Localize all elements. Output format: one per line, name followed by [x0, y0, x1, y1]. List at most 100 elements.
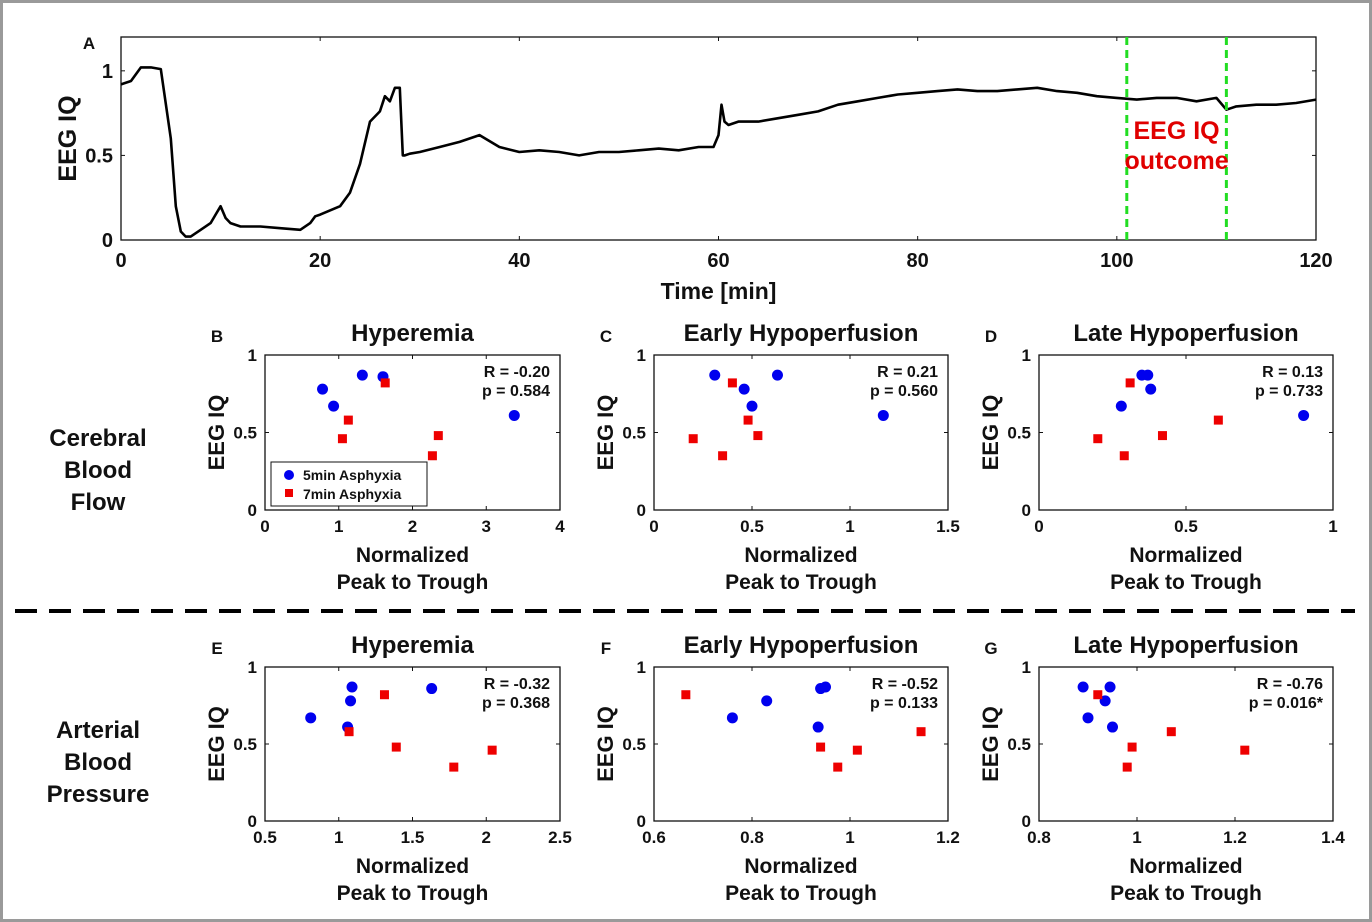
panel-g-stats-r: R = -0.76 [1257, 676, 1323, 693]
panel-b-xtick-label: 2 [408, 517, 417, 536]
panel-c-ytick-label: 1 [637, 346, 646, 365]
panel-c-point-7min [727, 378, 737, 388]
panel-f-ytick-label: 0 [637, 812, 646, 831]
panel-e-stats-r: R = -0.32 [484, 676, 550, 693]
row-label-abp-line3: Pressure [46, 781, 150, 808]
panel-b-point-7min [433, 431, 443, 441]
panel-f-point-5min [726, 712, 738, 724]
panel-d-xtick-label: 0.5 [1174, 517, 1198, 536]
panel-c-point-7min [753, 431, 763, 441]
panel-g-point-5min [1082, 712, 1094, 724]
panel-g-stats-p: p = 0.016* [1249, 695, 1324, 712]
panel-c-point-5min [771, 369, 783, 381]
panel-b-xlabel-line2: Peak to Trough [337, 571, 489, 594]
panel-a-annotation-line2: outcome [1124, 147, 1228, 175]
panel-b-point-5min [508, 409, 520, 421]
panel-f-point-5min [820, 681, 831, 693]
panel-e-ytick-label: 1 [248, 658, 257, 677]
panel-b-title: Hyperemia [351, 320, 474, 347]
panel-c-point-5min [746, 400, 758, 412]
panel-e-point-7min [344, 727, 354, 737]
panel-a-series-line [120, 66, 1317, 238]
panel-e-letter: E [211, 639, 222, 658]
panel-b-xtick-label: 0 [260, 517, 269, 536]
panel-g-point-7min [1093, 690, 1103, 700]
panel-b-stats-r: R = -0.20 [484, 364, 550, 381]
panel-c-xtick-label: 1 [845, 517, 854, 536]
panel-c-point-7min [688, 434, 698, 444]
panel-f-stats-p: p = 0.133 [870, 695, 938, 712]
panel-f-point-7min [816, 742, 826, 752]
panel-f-xlabel-line1: Normalized [744, 855, 857, 878]
panel-d-ytick-label: 0.5 [1007, 423, 1031, 442]
panel-e-point-7min [391, 742, 401, 752]
panel-c-point-5min [738, 383, 750, 395]
panel-d-xtick-label: 0 [1034, 517, 1043, 536]
panel-e-point-5min [345, 695, 357, 707]
panel-d-ytick-label: 0 [1022, 501, 1031, 520]
panel-b-point-5min [328, 400, 340, 412]
panel-f-point-5min [812, 721, 824, 733]
panel-b-point-7min [380, 378, 390, 388]
panel-g-point-7min [1166, 727, 1176, 737]
panel-c-title: Early Hypoperfusion [684, 320, 919, 347]
panel-d-point-5min [1298, 409, 1310, 421]
panel-b-ylabel: EEG IQ [204, 395, 229, 471]
panel-b-xtick-label: 4 [555, 517, 565, 536]
panel-e-ytick-label: 0.5 [233, 735, 257, 754]
panel-a-xtick-label: 100 [1100, 250, 1133, 272]
panel-d-stats-p: p = 0.733 [1255, 383, 1323, 400]
panel-b-stats-p: p = 0.584 [482, 383, 550, 400]
panel-a-xtick-label: 60 [707, 250, 729, 272]
panel-b-ytick-label: 0 [248, 501, 257, 520]
panel-g-xtick-label: 1.2 [1223, 828, 1247, 847]
panel-d-point-7min [1213, 415, 1223, 425]
panel-d-letter: D [985, 327, 997, 346]
legend-label-7min: 7min Asphyxia [303, 486, 402, 502]
panel-g-ytick-label: 0.5 [1007, 735, 1031, 754]
panel-c-ytick-label: 0 [637, 501, 646, 520]
row-label-abp-line2: Blood [64, 749, 132, 776]
panel-c-ytick-label: 0.5 [622, 423, 646, 442]
panel-c-point-7min [718, 451, 728, 461]
panel-e-xlabel-line2: Peak to Trough [337, 882, 489, 905]
panel-e-point-7min [379, 690, 389, 700]
panel-g-xtick-label: 1 [1132, 828, 1141, 847]
panel-b-xtick-label: 3 [482, 517, 491, 536]
panel-c-stats-r: R = 0.21 [877, 364, 938, 381]
panel-f-xtick-label: 1 [845, 828, 854, 847]
row-label-cbf-line3: Flow [70, 489, 126, 516]
panel-a-xtick-label: 120 [1299, 250, 1332, 272]
panel-d-ylabel: EEG IQ [978, 395, 1003, 471]
panel-b-ytick-label: 0.5 [233, 423, 257, 442]
panel-e-xtick-label: 2 [482, 828, 491, 847]
panel-d-point-7min [1119, 451, 1129, 461]
panel-f-point-5min [761, 695, 773, 707]
panel-a-xtick-label: 20 [309, 250, 331, 272]
panel-e-ytick-label: 0 [248, 812, 257, 831]
panel-c-xlabel-line1: Normalized [744, 544, 857, 567]
panel-e-xtick-label: 2.5 [548, 828, 572, 847]
panel-c-stats-p: p = 0.560 [870, 383, 938, 400]
panel-d-point-5min [1145, 383, 1157, 395]
panel-a-xtick-label: 80 [907, 250, 929, 272]
panel-d-title: Late Hypoperfusion [1073, 320, 1298, 347]
panel-e-xlabel-line1: Normalized [356, 855, 469, 878]
row-label-cbf-line2: Blood [64, 457, 132, 484]
panel-d-stats-r: R = 0.13 [1262, 364, 1323, 381]
panel-d-point-7min [1093, 434, 1103, 444]
panel-a-letter: A [83, 34, 95, 53]
panel-e-xtick-label: 1.5 [401, 828, 425, 847]
panel-f-xlabel-line2: Peak to Trough [725, 882, 877, 905]
panel-g-point-7min [1122, 762, 1132, 772]
panel-b-point-7min [343, 415, 353, 425]
panel-a-ytick-label: 1 [102, 61, 113, 83]
panel-c-point-5min [709, 369, 721, 381]
panel-f-stats-r: R = -0.52 [872, 676, 938, 693]
panel-f-point-7min [852, 745, 862, 755]
panel-g-ylabel: EEG IQ [978, 706, 1003, 782]
panel-g-xtick-label: 0.8 [1027, 828, 1051, 847]
panel-e-title: Hyperemia [351, 632, 474, 659]
